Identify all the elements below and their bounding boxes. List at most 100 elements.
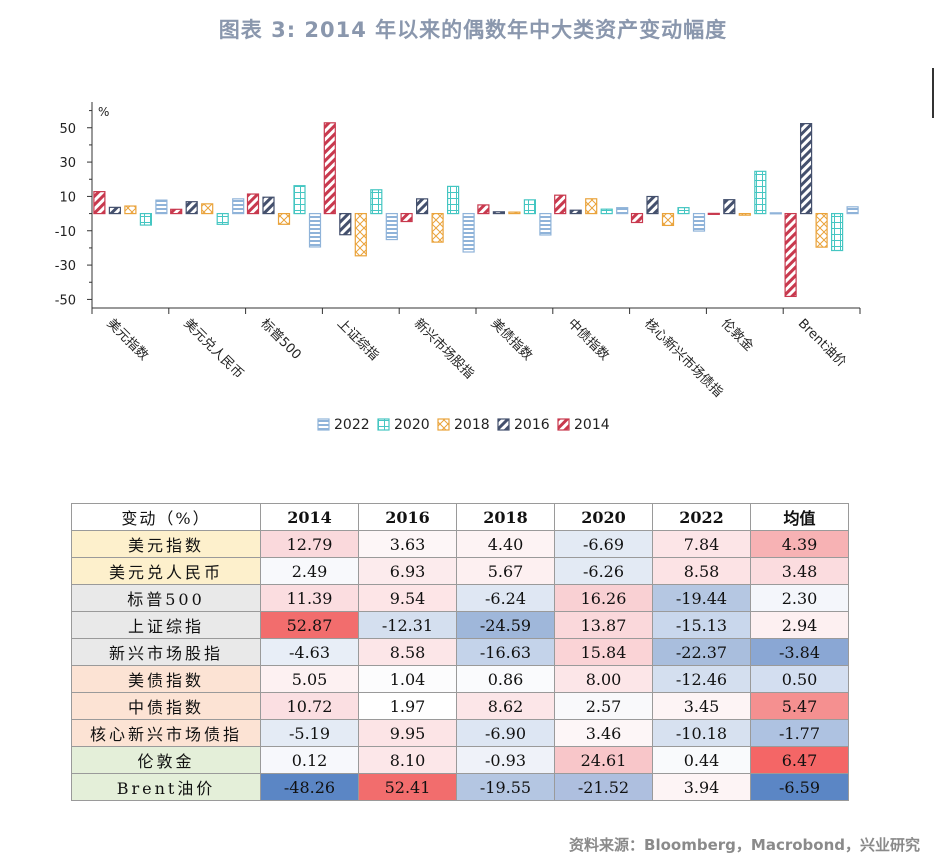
bar-2016-4: [416, 198, 429, 215]
table-cell: -12.31: [358, 611, 457, 639]
row-label: 上证综指: [71, 611, 261, 639]
x-category-label: 中债指数: [564, 316, 611, 363]
table-header-col: 均值: [750, 503, 849, 531]
table-cell: -12.46: [652, 665, 751, 693]
table-cell: 15.84: [554, 638, 653, 666]
bar-2014-1: [170, 208, 183, 215]
bar-2016-6: [569, 209, 582, 215]
bar-2016-8: [723, 199, 736, 215]
bar-2022-3: [385, 212, 398, 241]
table-cell: 2.49: [260, 557, 359, 585]
table-cell: 8.10: [358, 746, 457, 774]
legend-swatch-2022: [317, 418, 330, 431]
table-cell: 2.57: [554, 692, 653, 720]
bar-2016-2: [262, 196, 275, 215]
bar-2018-4: [431, 212, 444, 243]
bar-2020-0: [139, 212, 152, 226]
table-row: 美元兑人民币 2.49 6.93 5.67 -6.26 8.58 3.48: [71, 557, 849, 585]
bar-2020-4: [447, 185, 460, 215]
legend-label-2016: 2016: [514, 417, 550, 433]
bar-2020-9: [830, 212, 844, 252]
bar-2018-9: [815, 212, 828, 248]
y-tick-label: 50: [59, 122, 76, 137]
legend-label-2014: 2014: [574, 417, 610, 433]
table-cell: 5.67: [456, 557, 555, 585]
table-cell: -0.93: [456, 746, 555, 774]
bar-2014-2: [246, 193, 260, 215]
table-cell: 3.45: [652, 692, 751, 720]
table-cell: 4.40: [456, 530, 555, 558]
table-row: 上证综指 52.87 -12.31 -24.59 13.87 -15.13 2.94: [71, 611, 849, 639]
table-header-col: 2016: [358, 503, 457, 531]
table-cell: -6.90: [456, 719, 555, 747]
bar-2022-4: [462, 212, 475, 253]
y-unit-label: %: [98, 105, 109, 119]
table-cell: -16.63: [456, 638, 555, 666]
x-category-label: 标普500: [257, 316, 304, 363]
table-cell: 0.86: [456, 665, 555, 693]
bar-2022-0: [155, 199, 168, 215]
x-category-label: 美元指数: [104, 316, 151, 363]
table-cell: 8.58: [358, 638, 457, 666]
bar-2020-5: [523, 199, 537, 215]
table-cell: 9.95: [358, 719, 457, 747]
table-cell: -5.19: [260, 719, 359, 747]
bar-2018-2: [277, 212, 291, 225]
table-cell: 0.12: [260, 746, 359, 774]
table-header-col: 2020: [554, 503, 653, 531]
table-cell: 13.87: [554, 611, 653, 639]
bar-2022-5: [539, 212, 552, 236]
y-tick-label: 10: [59, 190, 76, 205]
x-category-label: Brent油价: [795, 316, 849, 370]
table-cell: 6.93: [358, 557, 457, 585]
bar-2014-8: [707, 212, 720, 215]
bar-2014-9: [784, 212, 797, 298]
bar-2018-8: [738, 212, 751, 216]
table-cell: -48.26: [260, 773, 359, 801]
bar-2022-8: [769, 212, 782, 215]
legend-label-2020: 2020: [394, 417, 430, 433]
table-row: 美债指数 5.05 1.04 0.86 8.00 -12.46 0.50: [71, 665, 849, 693]
bar-2016-5: [492, 211, 505, 215]
bar-2016-1: [185, 201, 198, 215]
bar-2022-9: [846, 206, 859, 215]
source-note: 资料来源：Bloomberg，Macrobond，兴业研究: [569, 836, 920, 854]
legend-swatch-2018: [437, 418, 450, 431]
table-cell: 10.72: [260, 692, 359, 720]
row-label: 伦敦金: [71, 746, 261, 774]
row-label: 核心新兴市场债指: [71, 719, 261, 747]
table-row: 标普500 11.39 9.54 -6.24 16.26 -19.44 2.30: [71, 584, 849, 612]
data-table: 变动（%） 2014 2016 2018 2020 2022 均值 美元指数 12…: [71, 503, 849, 801]
y-tick-label: -10: [55, 225, 76, 240]
table-cell: -6.69: [554, 530, 653, 558]
table-cell: 9.54: [358, 584, 457, 612]
table-cell: 3.63: [358, 530, 457, 558]
bar-2014-6: [554, 194, 567, 215]
table-cell: 7.84: [652, 530, 751, 558]
bar-2016-9: [799, 123, 813, 215]
y-tick-label: -50: [55, 293, 76, 308]
table-cell: 24.61: [554, 746, 653, 774]
bar-2020-3: [370, 189, 383, 215]
bar-2016-3: [339, 212, 352, 236]
table-cell: 5.05: [260, 665, 359, 693]
table-cell: -22.37: [652, 638, 751, 666]
table-header-row: 变动（%） 2014 2016 2018 2020 2022 均值: [71, 503, 849, 531]
figure-title: 图表 3: 2014 年以来的偶数年中大类资产变动幅度: [218, 18, 728, 42]
table-row: 新兴市场股指 -4.63 8.58 -16.63 15.84 -22.37 -3.84: [71, 638, 849, 666]
table-row: Brent油价 -48.26 52.41 -19.55 -21.52 3.94 -6.59: [71, 773, 849, 801]
bar-2020-6: [600, 208, 613, 215]
row-label: 美元兑人民币: [71, 557, 261, 585]
x-category-label: 美债指数: [488, 316, 535, 363]
table-header-col: 2018: [456, 503, 555, 531]
bar-2022-2: [308, 212, 322, 248]
x-category-label: 核心新兴市场债指: [641, 316, 726, 401]
bar-2014-4: [400, 212, 413, 223]
table-cell: 6.47: [750, 746, 849, 774]
bar-2018-3: [354, 212, 367, 257]
x-category-label: 上证综指: [334, 316, 381, 363]
row-label: 美元指数: [71, 530, 261, 558]
table-row: 美元指数 12.79 3.63 4.40 -6.69 7.84 4.39: [71, 530, 849, 558]
table-cell: 1.04: [358, 665, 457, 693]
table-cell: 3.48: [750, 557, 849, 585]
